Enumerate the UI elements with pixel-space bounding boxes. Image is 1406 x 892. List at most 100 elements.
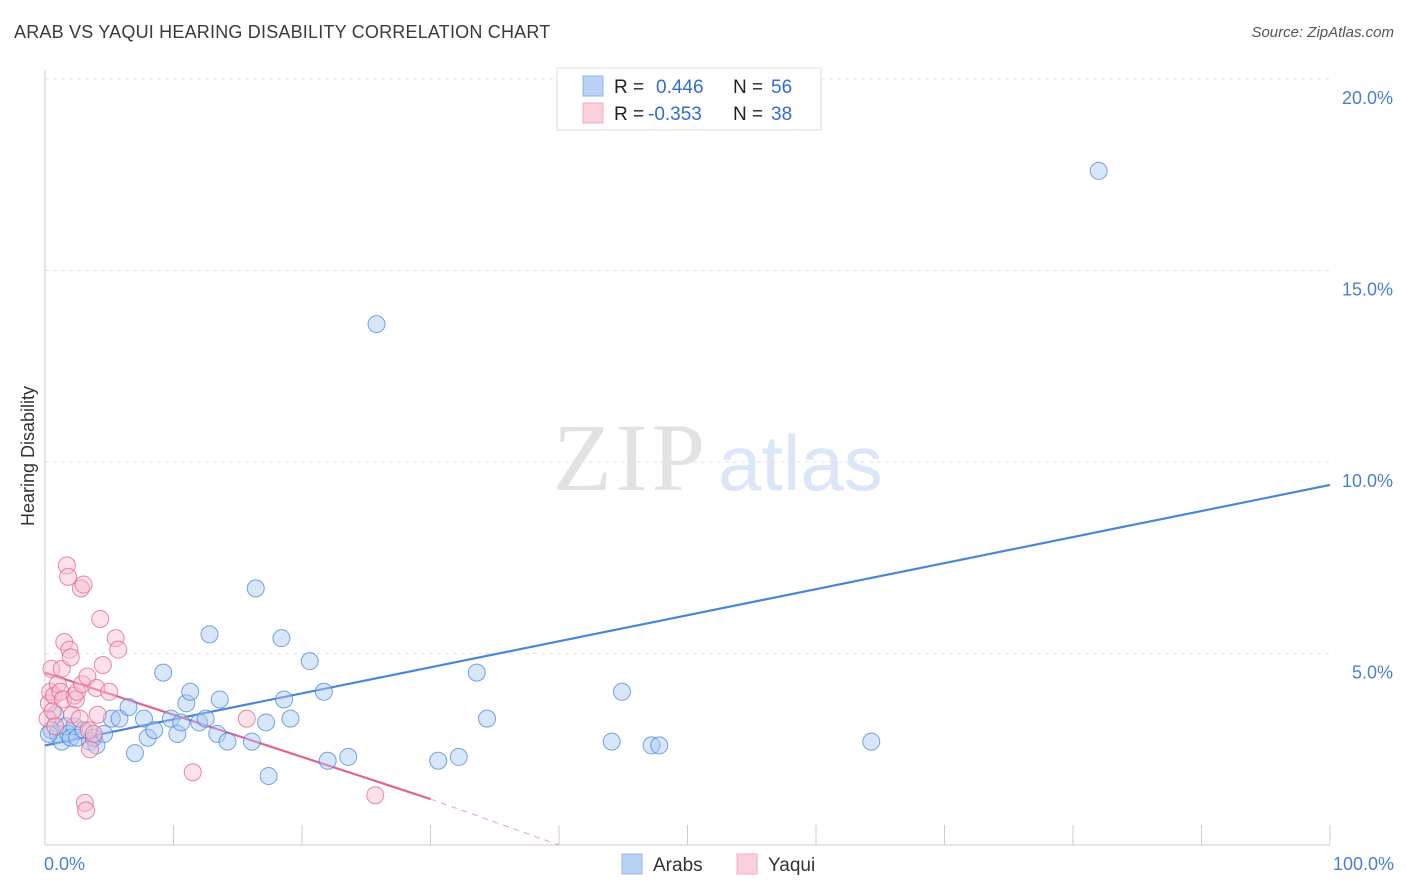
legend-r-label-yaqui: R = — [614, 104, 644, 125]
point-arabs-26 — [181, 682, 200, 701]
point-yaqui-37 — [183, 763, 202, 782]
point-yaqui-28 — [80, 740, 99, 759]
point-yaqui-36 — [109, 640, 128, 659]
point-arabs-37 — [272, 629, 291, 648]
bottom-legend-swatch-yaqui — [736, 853, 758, 875]
series-legend: Arabs Yaqui — [621, 853, 815, 876]
y-tick-label-3: 20.0% — [1342, 88, 1393, 108]
bottom-legend-swatch-arabs — [621, 853, 643, 875]
point-arabs-13 — [95, 724, 114, 743]
legend-swatch-arabs — [582, 75, 604, 97]
point-arabs-55 — [39, 724, 58, 743]
point-arabs-21 — [154, 663, 173, 682]
point-arabs-9 — [74, 721, 93, 740]
watermark-zip: ZIP — [553, 404, 709, 511]
point-yaqui-23 — [74, 575, 93, 594]
bottom-legend-label-yaqui: Yaqui — [768, 855, 815, 876]
legend-n-label-yaqui: N = — [733, 104, 763, 125]
point-arabs-38 — [275, 690, 294, 709]
trend-lines — [44, 483, 1331, 846]
source-label: Source: ZipAtlas.com — [1251, 24, 1394, 41]
point-arabs-52 — [650, 736, 669, 755]
point-arabs-25 — [177, 694, 196, 713]
legend-n-value-arabs: 56 — [771, 77, 792, 98]
point-yaqui-14 — [60, 640, 79, 659]
point-arabs-20 — [145, 721, 164, 740]
point-arabs-32 — [218, 732, 237, 751]
point-yaqui-6 — [46, 717, 65, 736]
point-arabs-17 — [125, 744, 144, 763]
point-yaqui-12 — [57, 556, 76, 575]
x-tick-max: 100.0% — [1333, 854, 1394, 874]
point-arabs-30 — [208, 724, 227, 743]
x-tick-min: 0.0% — [44, 854, 85, 874]
point-arabs-28 — [196, 709, 215, 728]
point-yaqui-18 — [66, 690, 85, 709]
legend-r-label-arabs: R = — [614, 77, 644, 98]
point-arabs-51 — [642, 736, 661, 755]
point-yaqui-3 — [42, 659, 61, 678]
point-arabs-41 — [314, 682, 333, 701]
point-arabs-33 — [242, 732, 261, 751]
trend-extension-yaqui — [430, 798, 560, 846]
point-yaqui-39 — [366, 786, 385, 805]
y-axis-label: Hearing Disability — [18, 386, 38, 526]
point-arabs-36 — [259, 767, 278, 786]
point-arabs-49 — [602, 732, 621, 751]
legend-swatch-yaqui — [582, 102, 604, 124]
legend-n-value-yaqui: 38 — [771, 104, 792, 125]
point-arabs-35 — [257, 713, 276, 732]
trend-line-arabs — [44, 483, 1331, 747]
grid-lines — [45, 78, 1330, 654]
point-yaqui-32 — [91, 610, 110, 629]
point-arabs-18 — [134, 709, 153, 728]
trend-line-yaqui — [44, 671, 431, 801]
legend-r-value-arabs: 0.446 — [656, 77, 704, 98]
y-tick-label-2: 15.0% — [1342, 280, 1393, 300]
point-arabs-23 — [168, 724, 187, 743]
point-yaqui-31 — [88, 705, 107, 724]
point-arabs-29 — [200, 625, 219, 644]
point-arabs-47 — [467, 663, 486, 682]
y-tick-label-0: 5.0% — [1352, 663, 1393, 683]
point-yaqui-38 — [237, 709, 256, 728]
point-yaqui-24 — [75, 793, 94, 812]
point-arabs-39 — [281, 709, 300, 728]
legend-r-value-yaqui: -0.353 — [648, 104, 702, 125]
point-yaqui-34 — [100, 682, 119, 701]
point-arabs-48 — [478, 709, 497, 728]
data-points — [38, 161, 1108, 820]
point-arabs-50 — [612, 682, 631, 701]
point-arabs-22 — [161, 709, 180, 728]
y-tick-labels: 5.0% 10.0% 15.0% 20.0% — [1342, 88, 1393, 683]
point-arabs-46 — [449, 747, 468, 766]
point-arabs-42 — [318, 751, 337, 770]
point-arabs-40 — [300, 652, 319, 671]
point-arabs-31 — [210, 690, 229, 709]
point-arabs-44 — [367, 315, 386, 334]
point-arabs-53 — [862, 732, 881, 751]
point-yaqui-15 — [61, 648, 80, 667]
point-arabs-14 — [102, 709, 121, 728]
point-arabs-43 — [339, 747, 358, 766]
point-yaqui-35 — [106, 629, 125, 648]
legend-n-label-arabs: N = — [733, 77, 763, 98]
y-tick-label-1: 10.0% — [1342, 471, 1393, 491]
correlation-legend: R = 0.446 N = 56 R = -0.353 N = 38 — [556, 67, 822, 131]
bottom-legend-label-arabs: Arabs — [653, 855, 703, 876]
point-arabs-24 — [172, 713, 191, 732]
axes — [44, 70, 1331, 846]
point-arabs-19 — [138, 728, 157, 747]
point-yaqui-4 — [43, 701, 62, 720]
point-yaqui-10 — [53, 690, 72, 709]
point-yaqui-25 — [77, 801, 96, 820]
watermark-atlas: atlas — [718, 419, 883, 507]
point-arabs-34 — [246, 579, 265, 598]
point-arabs-16 — [119, 698, 138, 717]
point-yaqui-13 — [59, 567, 78, 586]
point-yaqui-33 — [93, 655, 112, 674]
chart-title: ARAB VS YAQUI HEARING DISABILITY CORRELA… — [14, 22, 551, 42]
point-arabs-45 — [429, 751, 448, 770]
point-arabs-54 — [1089, 161, 1108, 180]
